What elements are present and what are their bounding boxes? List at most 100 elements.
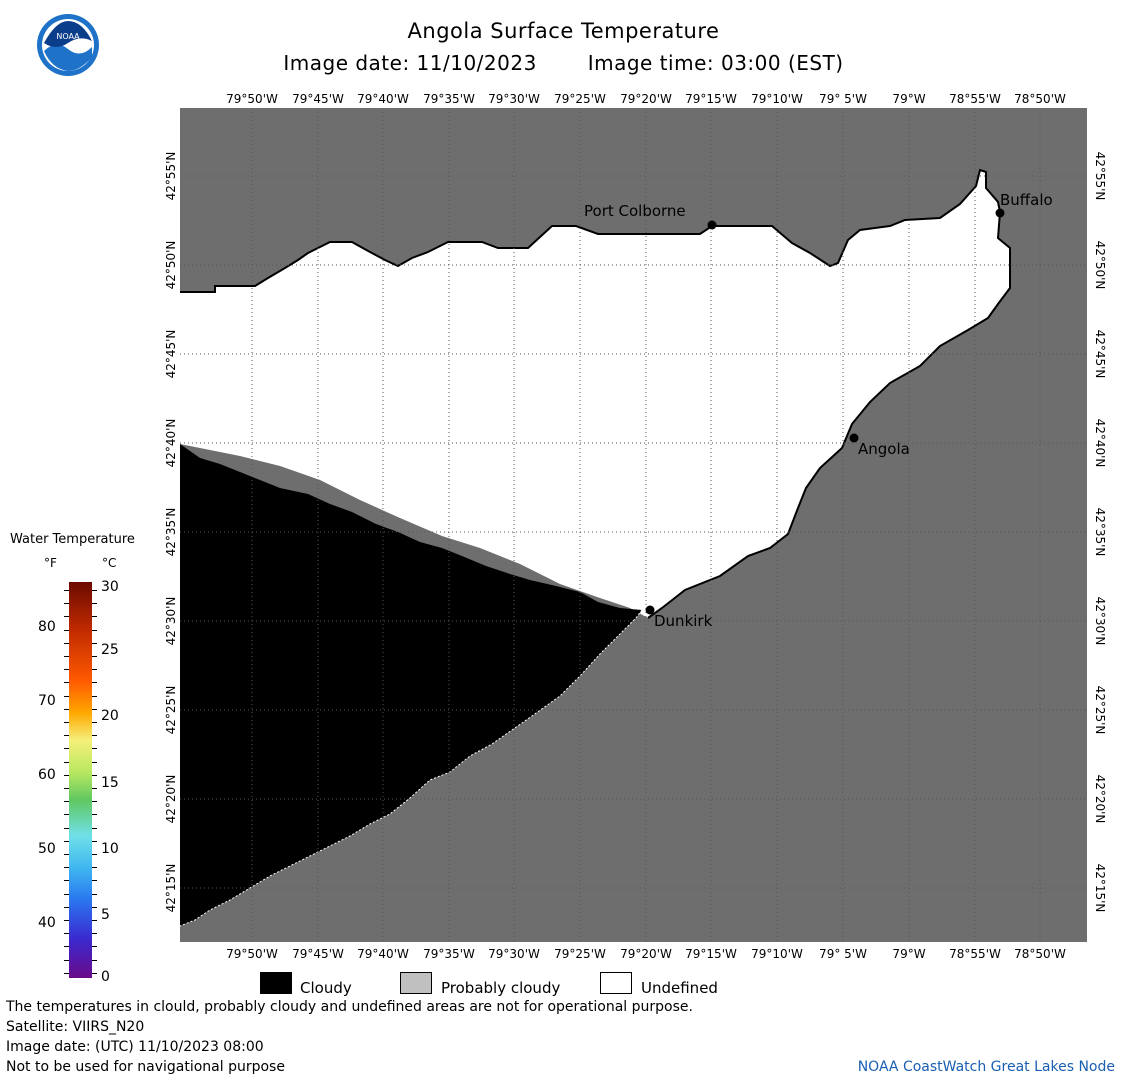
lat-tick-left: 42°55'N — [164, 151, 178, 201]
colorbar-tick — [92, 696, 97, 697]
colorbar-tick — [64, 814, 69, 815]
image-time: Image time: 03:00 (EST) — [587, 51, 844, 75]
colorbar-c-label: 5 — [101, 907, 110, 923]
map: Port Colborne Buffalo Angola Dunkirk — [180, 108, 1087, 942]
probably-cloudy-swatch — [400, 972, 432, 994]
city-dot — [645, 605, 655, 615]
legend-c-unit: °C — [102, 556, 117, 570]
colorbar-tick — [64, 590, 69, 591]
city-label: Angola — [858, 440, 910, 458]
lon-tick-bottom: 79°35'W — [423, 947, 475, 961]
legend-f-unit: °F — [44, 556, 57, 570]
colorbar-c-label: 30 — [101, 579, 119, 595]
colorbar-tick — [92, 603, 97, 604]
colorbar-tick — [64, 735, 69, 736]
colorbar-tick — [64, 920, 69, 921]
colorbar-tick — [64, 722, 69, 723]
lon-tick-bottom: 79°45'W — [292, 947, 344, 961]
colorbar-tick — [92, 762, 97, 763]
colorbar-tick — [92, 669, 97, 670]
utc-date-text: Image date: (UTC) 11/10/2023 08:00 — [6, 1039, 264, 1055]
colorbar-tick — [92, 880, 97, 881]
colorbar-tick — [64, 709, 69, 710]
colorbar-tick — [92, 709, 97, 710]
colorbar-tick — [64, 788, 69, 789]
colorbar-tick — [92, 748, 97, 749]
colorbar-tick — [92, 854, 97, 855]
colorbar-tick — [92, 735, 97, 736]
colorbar-c-label: 10 — [101, 841, 119, 857]
colorbar-tick — [92, 894, 97, 895]
south-shoreline — [647, 211, 1011, 619]
colorbar-tick — [92, 960, 97, 961]
city-dot — [995, 208, 1005, 218]
undefined-swatch — [600, 972, 632, 994]
colorbar-tick — [92, 630, 97, 631]
colorbar-tick — [92, 643, 97, 644]
colorbar-tick — [64, 946, 69, 947]
colorbar-tick — [92, 590, 97, 591]
colorbar-tick — [64, 762, 69, 763]
undefined-label: Undefined — [641, 979, 718, 997]
colorbar-tick — [64, 696, 69, 697]
lon-tick-bottom: 79° 5'W — [819, 947, 867, 961]
colorbar-f-label: 60 — [38, 767, 56, 783]
satellite-text: Satellite: VIIRS_N20 — [6, 1019, 145, 1035]
noaa-logo: NOAA — [36, 13, 100, 81]
city-label: Buffalo — [1000, 191, 1053, 209]
lat-tick-left: 42°50'N — [164, 240, 178, 290]
lon-tick-top: 79°15'W — [685, 92, 737, 106]
colorbar-tick — [64, 616, 69, 617]
lon-tick-bottom: 79°40'W — [357, 947, 409, 961]
colorbar-tick — [64, 630, 69, 631]
lon-tick-bottom: 78°50'W — [1014, 947, 1066, 961]
lon-tick-top: 78°55'W — [949, 92, 1001, 106]
colorbar-f-label: 80 — [38, 619, 56, 635]
colorbar-tick — [92, 788, 97, 789]
lon-tick-bottom: 79°10'W — [751, 947, 803, 961]
lon-tick-top: 79°W — [892, 92, 926, 106]
lon-tick-top: 79°10'W — [751, 92, 803, 106]
lat-tick-left: 42°45'N — [164, 329, 178, 379]
colorbar-tick — [64, 775, 69, 776]
lon-tick-top: 79°40'W — [357, 92, 409, 106]
cloudy-area — [180, 444, 642, 926]
colorbar-tick — [92, 946, 97, 947]
graticule — [180, 108, 1087, 942]
lon-tick-bottom: 79°W — [892, 947, 926, 961]
colorbar-tick — [92, 867, 97, 868]
colorbar-tick — [92, 775, 97, 776]
city-label: Port Colborne — [584, 202, 686, 220]
lat-tick-right: 42°30'N — [1093, 596, 1107, 646]
cloudy-label: Cloudy — [300, 979, 352, 997]
legend-title: Water Temperature — [10, 532, 135, 547]
colorbar-tick — [92, 933, 97, 934]
city-dot — [707, 220, 717, 230]
colorbar-c-label: 25 — [101, 642, 119, 658]
colorbar-tick — [64, 603, 69, 604]
lat-tick-left: 42°35'N — [164, 507, 178, 557]
subtitle: Image date: 11/10/2023 Image time: 03:00… — [0, 51, 1127, 75]
colorbar-tick — [64, 656, 69, 657]
lon-tick-bottom: 79°15'W — [685, 947, 737, 961]
colorbar-tick — [92, 616, 97, 617]
colorbar-tick — [64, 867, 69, 868]
colorbar-tick — [64, 748, 69, 749]
colorbar-c-label: 15 — [101, 775, 119, 791]
lon-tick-top: 79° 5'W — [819, 92, 867, 106]
colorbar-tick — [92, 722, 97, 723]
lat-tick-right: 42°25'N — [1093, 685, 1107, 735]
colorbar-tick — [64, 828, 69, 829]
lat-tick-left: 42°30'N — [164, 596, 178, 646]
page-title: Angola Surface Temperature — [407, 19, 720, 43]
colorbar-tick — [64, 801, 69, 802]
colorbar-tick — [92, 814, 97, 815]
undefined-water — [180, 170, 1010, 618]
colorbar-tick — [92, 682, 97, 683]
lat-tick-left: 42°25'N — [164, 685, 178, 735]
colorbar-tick — [92, 656, 97, 657]
image-date: Image date: 11/10/2023 — [283, 51, 537, 75]
lat-tick-left: 42°40'N — [164, 418, 178, 468]
lon-tick-bottom: 79°30'W — [488, 947, 540, 961]
city-label: Dunkirk — [654, 612, 713, 630]
